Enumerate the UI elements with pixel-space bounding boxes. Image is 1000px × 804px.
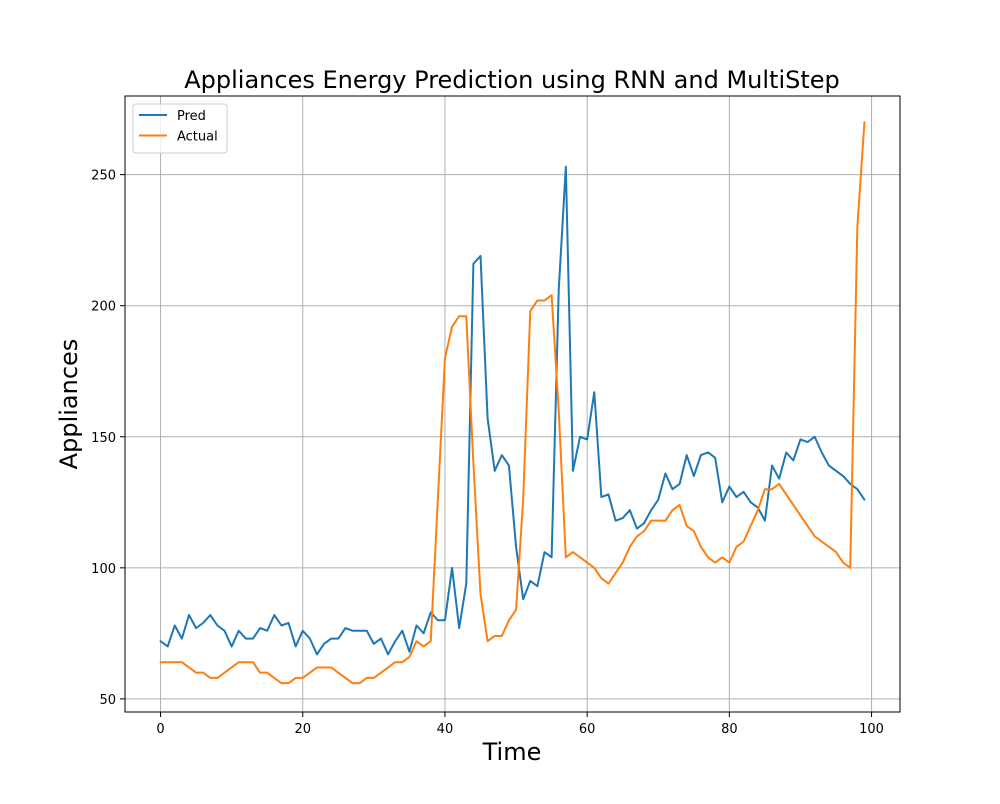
legend-label-actual: Actual [177,130,218,145]
x-tick-label: 80 [721,722,738,737]
y-tick-label: 250 [91,169,116,184]
x-tick-label: 0 [156,722,164,737]
y-axis-label: Appliances [55,339,83,470]
legend-label-pred: Pred [177,109,206,124]
grid-lines [125,96,900,712]
y-tick-label: 200 [91,300,116,315]
y-tick-label: 50 [99,693,116,708]
legend: Pred Actual [132,103,228,154]
x-tick-label: 100 [859,722,884,737]
x-axis-label: Time [482,738,542,766]
axis-ticks: 0 20 40 60 80 100 50 100 150 200 250 [91,169,884,737]
x-tick-label: 60 [579,722,596,737]
series-lines [159,121,866,685]
legend-box [132,103,228,154]
x-tick-label: 20 [294,722,311,737]
x-tick-label: 40 [437,722,454,737]
series-line-actual [159,121,866,685]
chart-title: Appliances Energy Prediction using RNN a… [184,66,840,94]
series-line-pred [159,165,866,656]
y-tick-label: 150 [91,431,116,446]
y-tick-label: 100 [91,562,116,577]
plot-frame [124,95,901,713]
